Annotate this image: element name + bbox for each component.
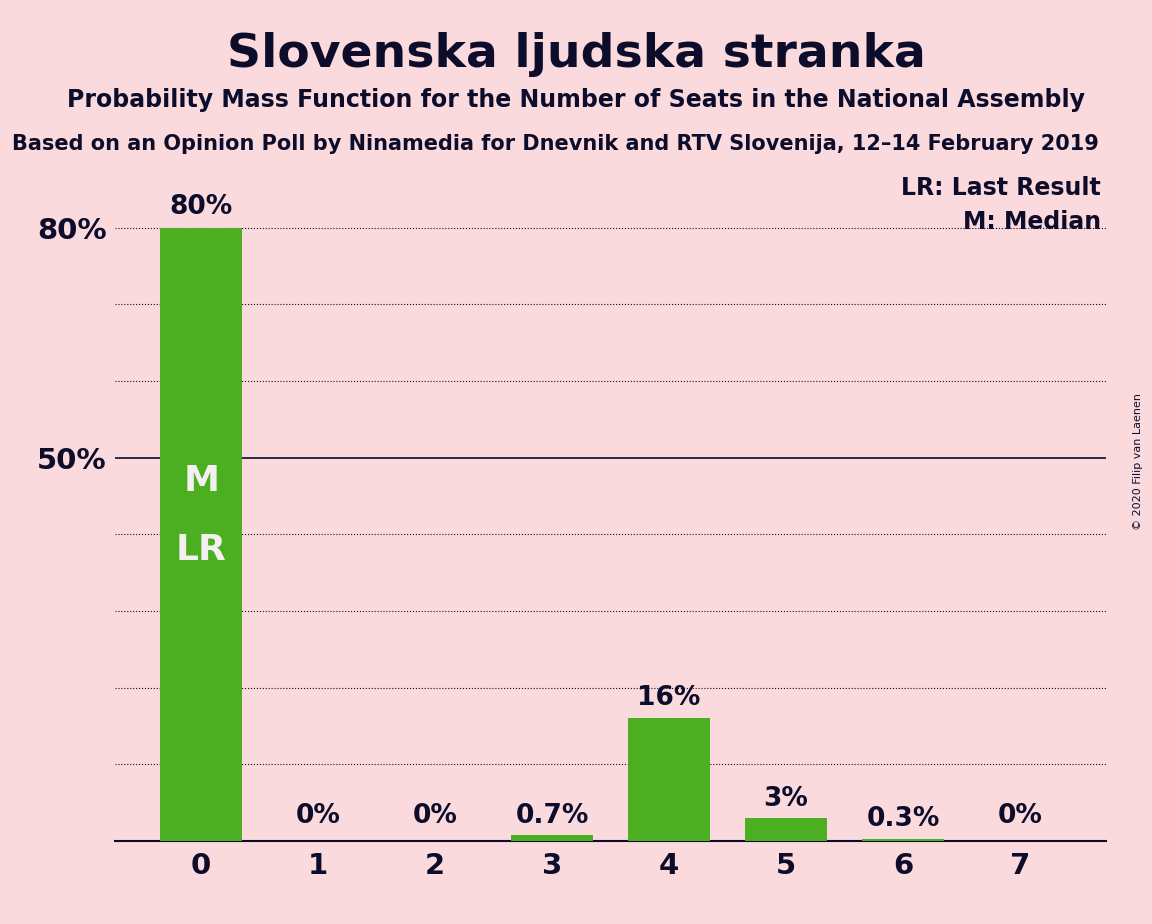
Text: 0.7%: 0.7% <box>515 803 589 830</box>
Text: 0%: 0% <box>296 803 341 830</box>
Bar <box>862 839 943 841</box>
Text: 0%: 0% <box>412 803 457 830</box>
Text: LR: Last Result: LR: Last Result <box>901 176 1101 201</box>
Text: 0%: 0% <box>998 803 1043 830</box>
Bar <box>628 718 710 841</box>
Text: © 2020 Filip van Laenen: © 2020 Filip van Laenen <box>1134 394 1143 530</box>
Bar <box>160 227 242 841</box>
Text: 16%: 16% <box>637 685 700 711</box>
Text: 0.3%: 0.3% <box>866 807 940 833</box>
Bar <box>511 835 593 841</box>
Bar <box>745 818 827 841</box>
Text: Based on an Opinion Poll by Ninamedia for Dnevnik and RTV Slovenija, 12–14 Febru: Based on an Opinion Poll by Ninamedia fo… <box>12 134 1098 154</box>
Text: 3%: 3% <box>764 785 809 811</box>
Text: Probability Mass Function for the Number of Seats in the National Assembly: Probability Mass Function for the Number… <box>67 88 1085 112</box>
Text: M: M <box>183 464 219 498</box>
Text: M: Median: M: Median <box>963 210 1101 234</box>
Text: LR: LR <box>176 532 227 566</box>
Text: 80%: 80% <box>169 194 233 220</box>
Text: Slovenska ljudska stranka: Slovenska ljudska stranka <box>227 32 925 78</box>
